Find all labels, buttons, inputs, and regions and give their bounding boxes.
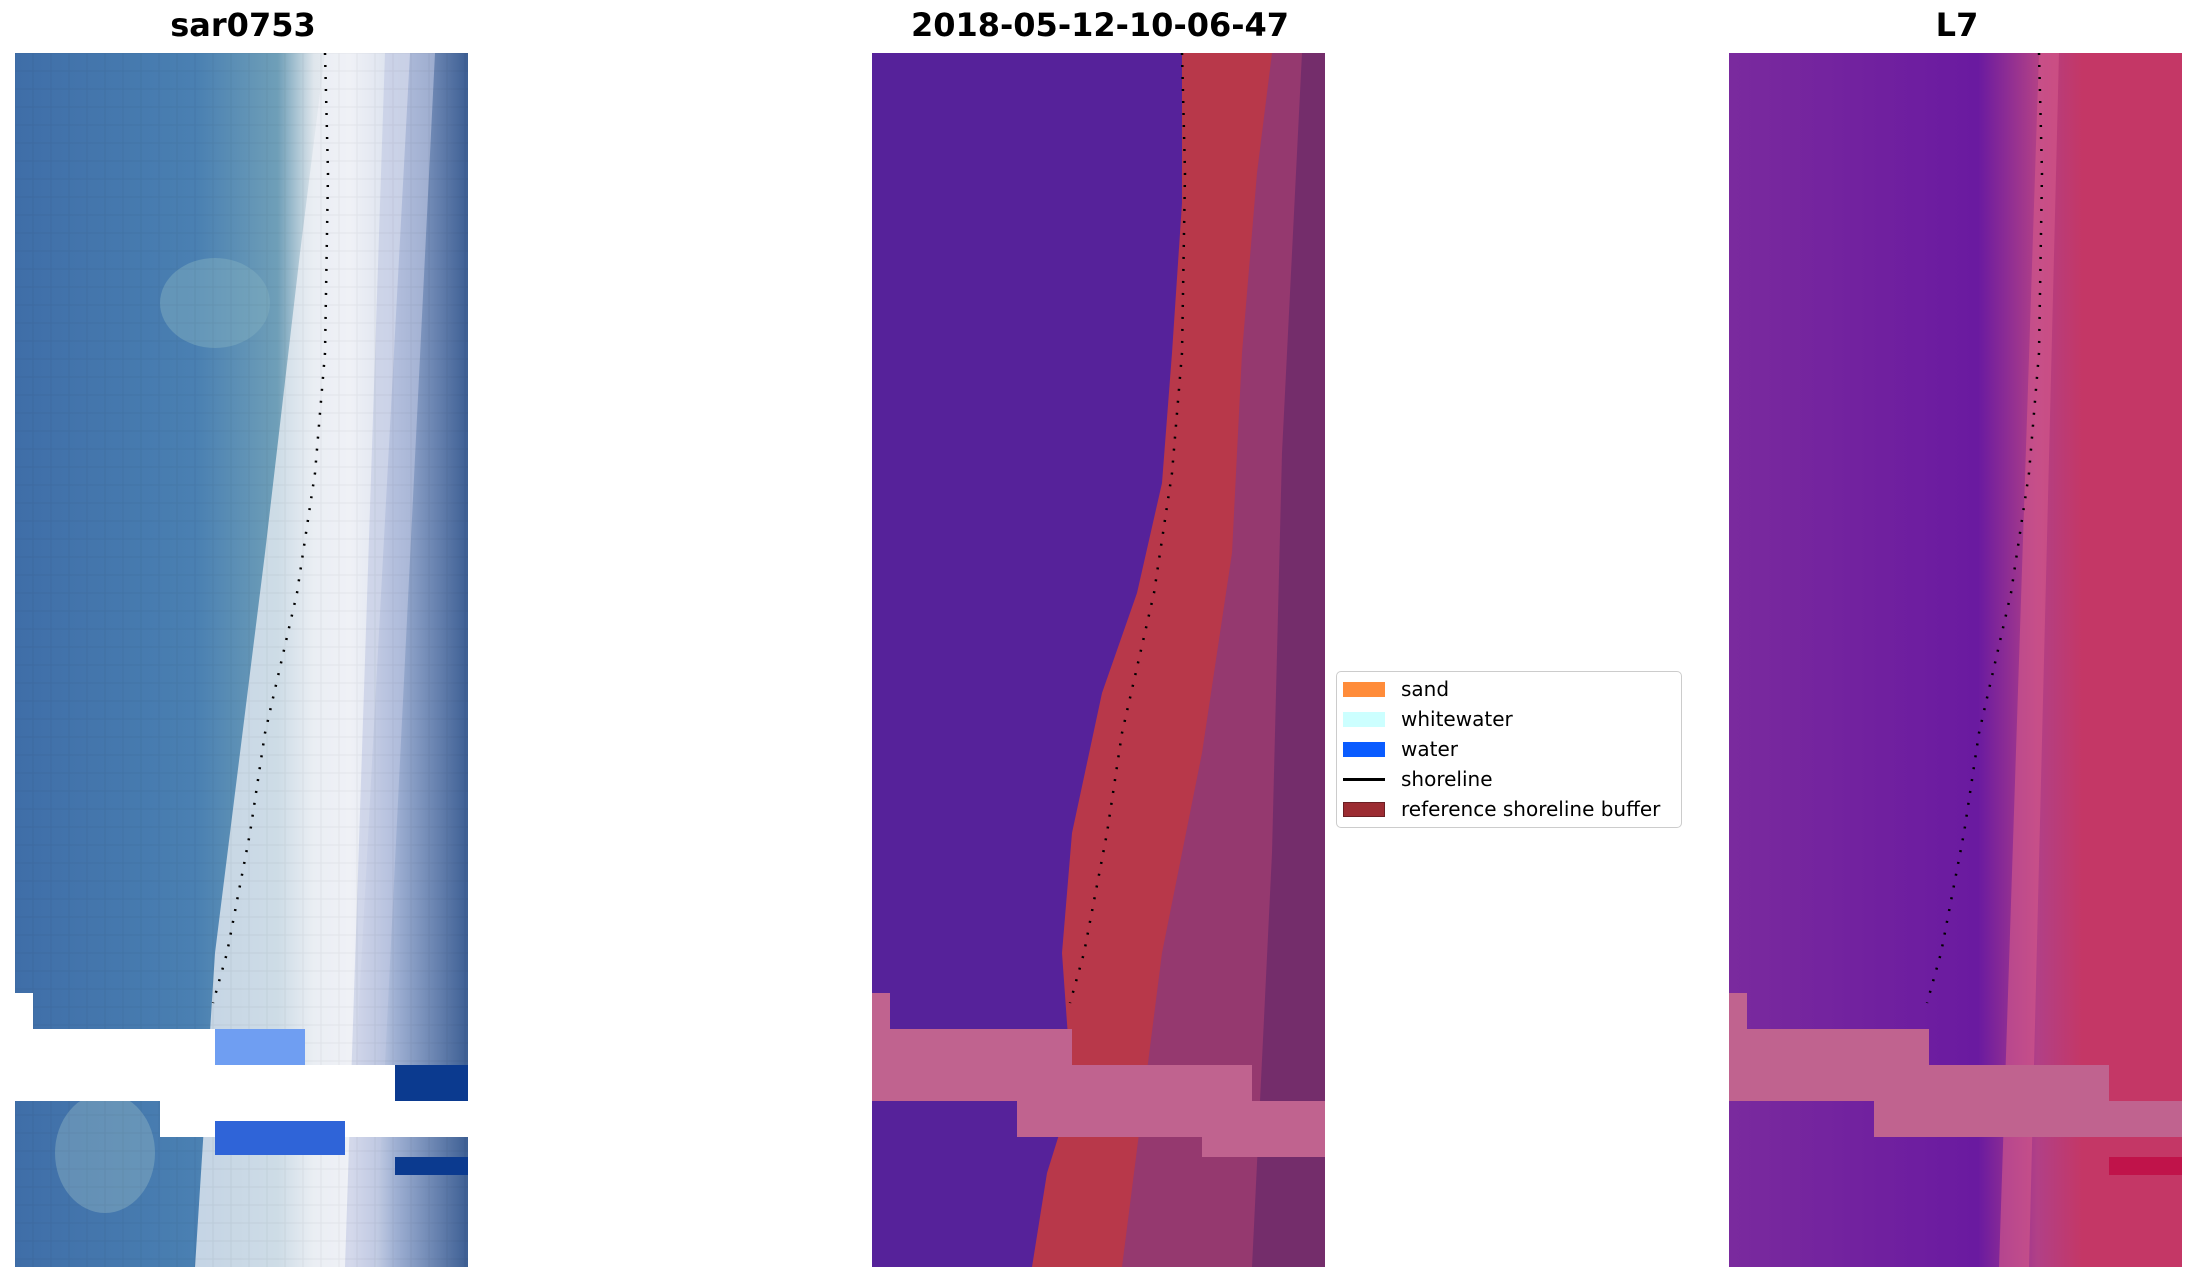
- legend-label: whitewater: [1401, 707, 1513, 731]
- panel-title-classification: 2018-05-12-10-06-47: [910, 6, 1290, 44]
- legend-label: reference shoreline buffer: [1401, 797, 1661, 821]
- legend-item-shoreline: shoreline: [1343, 766, 1493, 792]
- reference-buffer-swatch: [1343, 801, 1385, 817]
- legend-item-sand: sand: [1343, 676, 1449, 702]
- legend-label: shoreline: [1401, 767, 1493, 791]
- legend: sand whitewater water shoreline referenc…: [1336, 671, 1682, 828]
- rgb-image: [15, 53, 468, 1267]
- classification-panel: [872, 53, 1325, 1267]
- l7-panel: [1729, 53, 2182, 1267]
- whitewater-swatch: [1343, 711, 1385, 727]
- rgb-image-panel: [15, 53, 468, 1267]
- panel-title-l7: L7: [1935, 6, 1979, 44]
- legend-item-whitewater: whitewater: [1343, 706, 1513, 732]
- water-swatch: [1343, 741, 1385, 757]
- classification-image: [872, 53, 1325, 1267]
- legend-label: sand: [1401, 677, 1450, 701]
- legend-item-reference-buffer: reference shoreline buffer: [1343, 796, 1660, 822]
- legend-label: water: [1401, 737, 1458, 761]
- legend-item-water: water: [1343, 736, 1458, 762]
- sand-swatch: [1343, 681, 1385, 697]
- l7-image: [1729, 53, 2182, 1267]
- panel-title-rgb: sar0753: [170, 6, 316, 44]
- shoreline-line: [1343, 777, 1385, 781]
